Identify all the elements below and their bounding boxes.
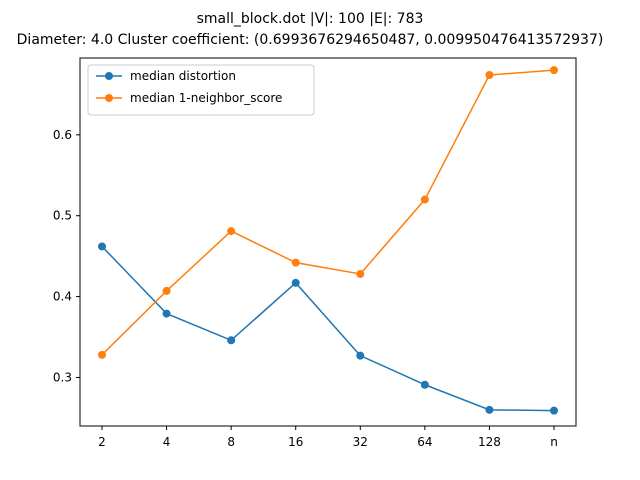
series-0-point <box>550 406 558 415</box>
legend: median distortion median 1-neighbor_score <box>87 64 315 116</box>
series-1-point <box>485 70 494 79</box>
series-0-point <box>98 242 106 251</box>
y-tick-label: 0.6 <box>53 128 72 142</box>
legend-marker-0 <box>105 72 113 80</box>
chart-title-line-1: small_block.dot |V|: 100 |E|: 783 <box>197 11 424 27</box>
series-0-point <box>162 309 171 318</box>
chart-title-line-2: Diameter: 4.0 Cluster coefficient: (0.69… <box>17 32 604 48</box>
series-0-point <box>291 278 300 287</box>
series-0-point <box>420 380 429 389</box>
series-layer <box>98 66 558 415</box>
series-line-0 <box>101 245 555 412</box>
series-1-point <box>550 66 558 75</box>
x-tick-label: 32 <box>353 435 368 449</box>
x-tick-label: 8 <box>227 435 235 449</box>
x-tick-label: 4 <box>163 435 171 449</box>
plot-frame <box>79 57 577 427</box>
series-1-point <box>420 195 429 204</box>
y-tick-label: 0.4 <box>53 290 72 304</box>
series-line-1 <box>101 69 555 356</box>
x-tick-label: 16 <box>288 435 303 449</box>
x-tick-label: 64 <box>417 435 432 449</box>
series-0-point <box>227 336 236 345</box>
series-1-point <box>98 350 106 359</box>
axis-ticks: 2 4 8 16 32 64 128 n 0.3 0.4 0.5 0.6 <box>53 128 558 449</box>
x-tick-label: 128 <box>478 435 501 449</box>
series-1-point <box>356 269 365 278</box>
series-1-point <box>162 286 171 295</box>
series-1-point <box>291 258 300 267</box>
y-tick-label: 0.5 <box>53 209 72 223</box>
legend-label-1: median 1-neighbor_score <box>130 91 282 105</box>
legend-label-0: median distortion <box>130 69 236 83</box>
series-0-point <box>356 351 365 360</box>
x-tick-label: n <box>550 435 558 449</box>
series-0-point <box>485 405 494 414</box>
legend-marker-1 <box>105 94 113 102</box>
y-tick-label: 0.3 <box>53 370 72 384</box>
series-1-point <box>227 227 236 236</box>
legend-box <box>87 64 315 116</box>
x-tick-label: 2 <box>98 435 106 449</box>
